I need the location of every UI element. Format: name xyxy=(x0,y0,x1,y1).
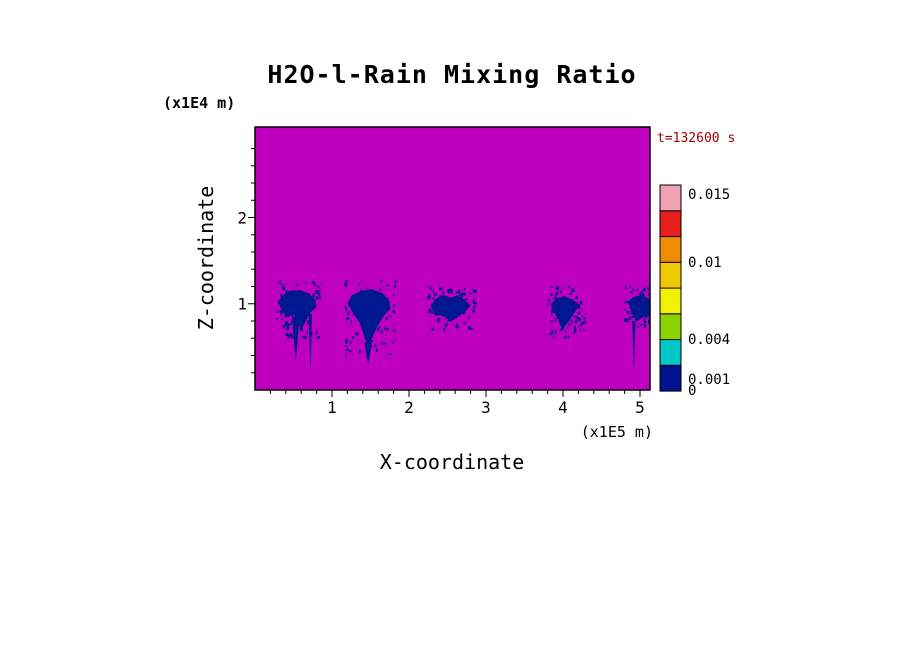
rain-patch-5-streak xyxy=(632,321,636,376)
plot-background xyxy=(255,127,650,390)
rain-patch-5-blob xyxy=(627,295,650,322)
colorbar-segment-4 xyxy=(659,261,682,289)
rain-plume-2-blob xyxy=(347,289,391,349)
colorbar-tick-label-1: 0.001 xyxy=(688,371,731,388)
rain-plume-1-streak xyxy=(308,314,312,377)
colorbar-segment-3 xyxy=(659,287,682,315)
timestamp-label: t=132600 s xyxy=(657,131,736,146)
rain-plume-2-streak xyxy=(364,342,372,365)
rain-patch-3-blob xyxy=(430,295,471,322)
colorbar-tick-label-2: 0.004 xyxy=(688,331,731,348)
x-axis-ticks xyxy=(269,390,641,397)
x-tick-label-2: 2 xyxy=(404,398,414,417)
colorbar-segment-2 xyxy=(659,313,682,341)
colorbar-segment-1 xyxy=(659,339,682,366)
rain-patch-3-speckles xyxy=(427,286,477,332)
plot-frame xyxy=(254,126,651,391)
colorbar-segment-7 xyxy=(659,184,682,212)
colorbar-tick-label-3: 0.01 xyxy=(688,255,722,272)
chart-title: H2O-l-Rain Mixing Ratio xyxy=(267,60,637,89)
colorbar-tick-label-4: 0.015 xyxy=(688,187,731,204)
rain-plume-1-blob xyxy=(278,290,317,330)
rain-plume-1-streak xyxy=(292,316,300,362)
colorbar-segment-0 xyxy=(659,364,682,392)
z-tick-label-1: 1 xyxy=(237,294,247,314)
rain-features-layer xyxy=(276,280,650,377)
x-tick-label-3: 3 xyxy=(481,398,491,417)
rain-patch-5-speckles xyxy=(624,285,650,328)
z-axis-units-label: (x1E4 m) xyxy=(163,94,236,112)
colorbar-tick-label-0: 0 xyxy=(688,383,697,399)
x-axis-units-label: (x1E5 m) xyxy=(580,423,653,441)
rain-patch-4-speckles xyxy=(547,285,586,339)
x-tick-label-1: 1 xyxy=(327,398,337,417)
rain-patch-4-blob xyxy=(550,296,580,330)
z-tick-label-2: 2 xyxy=(237,208,247,228)
colorbar-segment-6 xyxy=(659,210,682,238)
colorbar-segment-5 xyxy=(659,236,682,263)
x-tick-label-4: 4 xyxy=(558,398,568,417)
rain-plume-1-speckles xyxy=(276,280,322,340)
rain-plume-2-speckles xyxy=(344,280,398,358)
z-axis-title: Z-coordinate xyxy=(194,185,218,331)
x-tick-label-5: 5 xyxy=(635,398,645,417)
x-axis-title: X-coordinate xyxy=(379,450,525,474)
z-axis-ticks xyxy=(248,148,255,374)
